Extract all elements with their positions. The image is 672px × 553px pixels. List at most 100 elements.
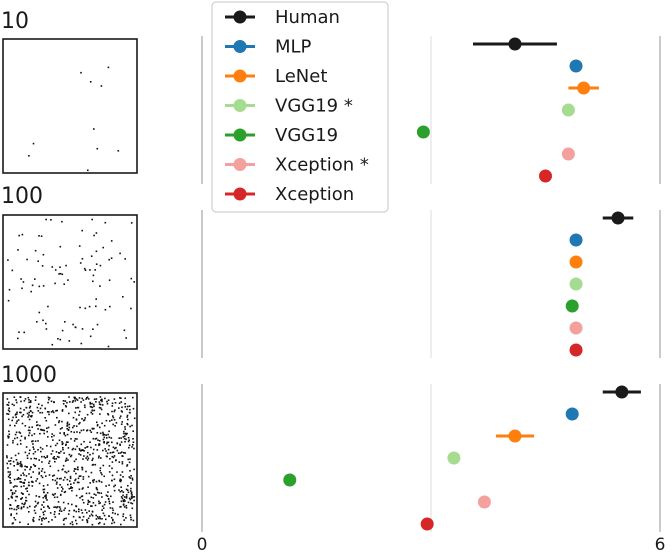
stimulus-dot [122,515,124,518]
stimulus-dot [79,454,82,456]
stimulus-dot [82,515,85,518]
stimulus-dot [128,405,131,407]
stimulus-dot [104,397,106,400]
thumbnail-frame [2,214,138,350]
stimulus-dot [19,481,21,483]
stimulus-dot [54,511,56,513]
stimulus-dot [111,474,114,477]
stimulus-dot [95,480,98,483]
stimulus-dot [120,437,122,439]
stimulus-dot [110,257,113,259]
stimulus-dot [124,258,126,260]
stimulus-dot [106,441,109,444]
stimulus-dot [92,280,94,283]
stimulus-dot [12,522,14,524]
stimulus-dot [85,492,88,495]
stimulus-dot [16,411,18,414]
stimulus-dot [28,511,30,513]
stimulus-dot [122,503,125,506]
stimulus-dot [127,484,129,487]
stimulus-dot [108,465,111,467]
stimulus-dot [65,457,68,460]
stimulus-dot [45,218,47,221]
stimulus-dot [99,413,101,415]
stimulus-dot [91,402,93,405]
stimulus-dot [48,397,51,399]
stimulus-dot [125,433,127,436]
stimulus-dot [74,479,76,482]
stimulus-dot [87,451,89,454]
panel-label: 1000 [1,363,57,388]
stimulus-dot [99,407,102,409]
stimulus-dot [70,487,72,489]
stimulus-dot [101,399,103,401]
stimulus-dot [15,459,18,461]
stimulus-dot [19,396,22,398]
stimulus-dot [125,507,128,509]
stimulus-dot [21,287,23,290]
stimulus-dot [129,514,132,517]
stimulus-dot [107,66,110,69]
stimulus-dot [75,458,77,461]
stimulus-dot [97,491,99,494]
stimulus-dot [52,475,54,477]
stimulus-dot [8,433,11,436]
stimulus-dot [67,279,69,281]
stimulus-dot [132,441,135,443]
stimulus-dot [103,514,106,517]
legend-marker [233,10,247,24]
stimulus-dot [126,464,129,466]
stimulus-dot [38,459,40,461]
stimulus-dot [98,500,100,503]
stimulus-dot [99,432,102,435]
stimulus-dot [109,452,112,454]
stimulus-dot [42,496,45,499]
data-point [615,385,629,399]
stimulus-dot [45,475,47,477]
stimulus-dot [24,436,26,439]
stimulus-dot [67,459,69,461]
stimulus-dot [51,493,54,496]
stimulus-dot [108,430,110,433]
stimulus-dot [132,496,134,498]
stimulus-dot [87,503,89,505]
stimulus-dot [61,427,63,429]
stimulus-dot [79,410,81,413]
stimulus-dot [55,410,57,412]
stimulus-dot [71,401,74,403]
stimulus-dot [23,331,25,334]
stimulus-dot [73,397,76,400]
stimulus-dot [133,417,136,420]
stimulus-dot [122,476,124,478]
stimulus-dot [12,460,15,463]
stimulus-dot [28,418,31,421]
stimulus-dot [24,465,26,468]
stimulus-dot [112,416,115,419]
stimulus-dot [107,441,110,444]
stimulus-dot [46,430,48,433]
stimulus-dot [87,517,90,520]
stimulus-dot [96,432,99,434]
stimulus-dot [104,308,107,311]
stimulus-dot [87,475,90,478]
stimulus-dot [61,420,63,423]
stimulus-dot [9,473,12,475]
stimulus-dot [122,491,125,493]
stimulus-dot [75,425,78,427]
stimulus-dot [89,81,92,83]
stimulus-dot [58,420,61,422]
legend-label: VGG19 [275,125,338,146]
stimulus-dot [32,446,34,448]
stimulus-dot [43,491,45,493]
stimulus-dot [41,476,44,479]
stimulus-dot [67,447,70,449]
stimulus-dot [122,500,125,503]
stimulus-dot [7,418,10,421]
stimulus-dot [63,509,65,511]
stimulus-dot [132,438,134,440]
stimulus-dot [88,501,91,503]
stimulus-dot [72,323,74,326]
stimulus-dot [34,465,36,467]
stimulus-dot [48,460,51,462]
stimulus-dot [95,437,98,440]
